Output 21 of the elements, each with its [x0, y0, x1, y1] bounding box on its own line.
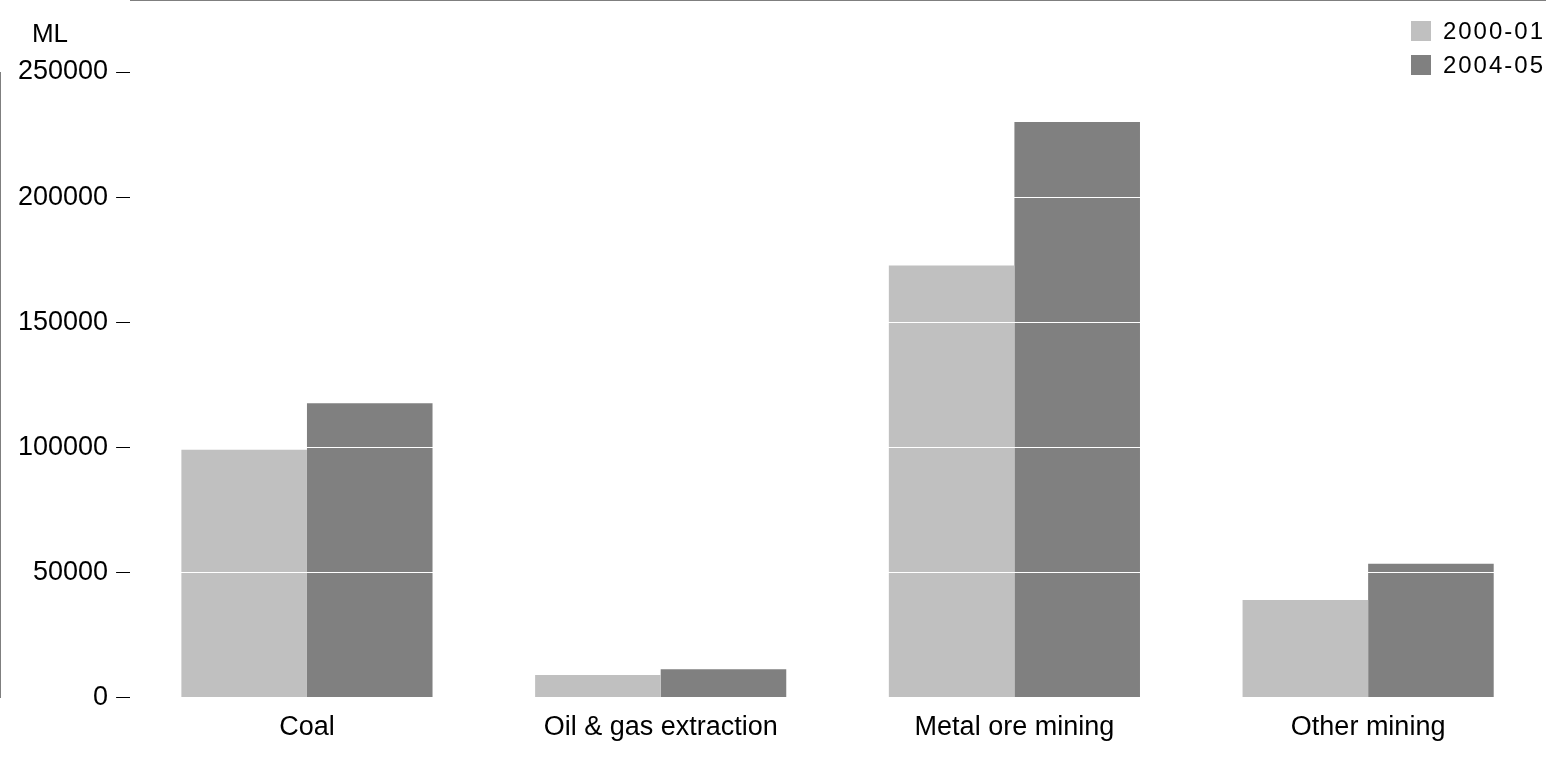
bar	[1242, 600, 1369, 698]
y-tick-label: 100000	[17, 430, 109, 461]
x-tick-label: Other mining	[1290, 711, 1446, 742]
y-tick-label: 200000	[17, 180, 109, 211]
bar	[660, 669, 787, 698]
legend-label: 2000-01	[1442, 17, 1545, 45]
bar	[535, 675, 661, 698]
y-tick-label: 50000	[33, 555, 109, 586]
x-tick-label: Coal	[279, 711, 335, 742]
bar	[1014, 122, 1140, 698]
x-tick-label: Metal ore mining	[914, 711, 1115, 742]
y-tick-label: 250000	[17, 55, 109, 86]
bar	[1368, 563, 1494, 698]
x-tick-label: Oil & gas extraction	[543, 711, 778, 742]
y-tick-label: 0	[93, 681, 109, 712]
y-axis-title: ML	[31, 18, 69, 49]
bar	[181, 449, 307, 698]
y-tick-label: 150000	[17, 305, 109, 336]
bar	[888, 265, 1015, 698]
legend-label: 2004-05	[1442, 51, 1545, 79]
bar	[306, 403, 433, 698]
